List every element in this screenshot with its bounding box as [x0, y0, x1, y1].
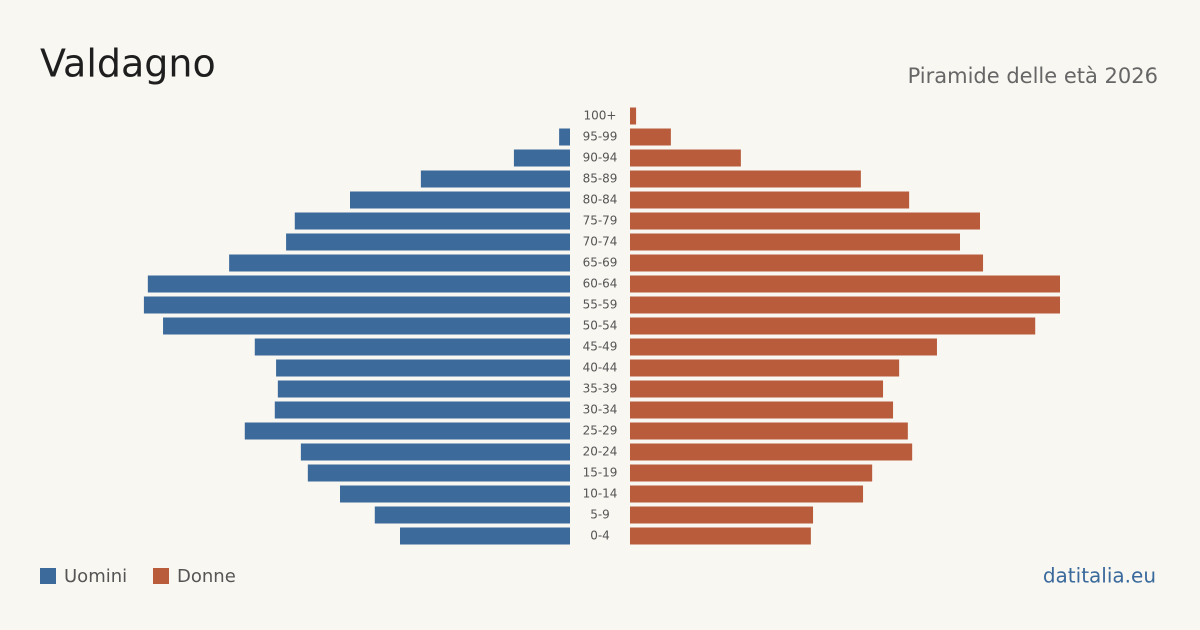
bar — [630, 296, 1060, 314]
legend-swatch — [153, 568, 169, 584]
age-label: 40-44 — [583, 361, 618, 375]
age-label: 55-59 — [583, 298, 618, 312]
age-label: 75-79 — [583, 214, 618, 228]
bar — [420, 170, 570, 188]
legend-label: Uomini — [64, 566, 127, 587]
legend-swatch — [40, 568, 56, 584]
age-label: 25-29 — [583, 424, 618, 438]
bar — [274, 401, 570, 419]
age-label: 60-64 — [583, 277, 618, 291]
age-label: 5-9 — [590, 508, 610, 522]
bar — [630, 212, 980, 230]
bar — [630, 317, 1036, 335]
bar — [630, 191, 910, 209]
age-label: 10-14 — [583, 487, 618, 501]
bar — [513, 149, 570, 167]
bar — [286, 233, 570, 251]
bar — [147, 275, 570, 293]
chart-subtitle: Piramide delle età 2026 — [908, 64, 1158, 88]
bar — [277, 380, 570, 398]
bar — [374, 506, 570, 524]
bar — [294, 212, 570, 230]
age-label: 50-54 — [583, 319, 618, 333]
age-label: 0-4 — [590, 529, 610, 543]
age-label: 85-89 — [583, 172, 618, 186]
age-label: 90-94 — [583, 151, 618, 165]
bar — [163, 317, 571, 335]
age-label: 95-99 — [583, 130, 618, 144]
bar — [630, 527, 811, 545]
bar — [630, 233, 960, 251]
bar — [630, 380, 884, 398]
bar — [630, 128, 671, 146]
bar — [630, 359, 900, 377]
bar — [630, 275, 1060, 293]
age-label: 30-34 — [583, 403, 618, 417]
bar — [300, 443, 570, 461]
age-label: 15-19 — [583, 466, 618, 480]
bar — [630, 464, 873, 482]
age-label: 35-39 — [583, 382, 618, 396]
age-label: 65-69 — [583, 256, 618, 270]
bar — [630, 401, 894, 419]
bar — [630, 338, 937, 356]
bar — [630, 149, 741, 167]
bar — [630, 506, 814, 524]
bar — [350, 191, 570, 209]
bar — [559, 128, 570, 146]
bar — [630, 443, 913, 461]
age-label: 45-49 — [583, 340, 618, 354]
age-label: 70-74 — [583, 235, 618, 249]
legend-label: Donne — [177, 566, 236, 587]
age-label: 100+ — [584, 109, 617, 123]
bar — [244, 422, 571, 440]
bar — [254, 338, 571, 356]
bar — [307, 464, 570, 482]
age-label: 80-84 — [583, 193, 618, 207]
source: datitalia.eu — [1043, 564, 1156, 588]
chart-title: Valdagno — [40, 42, 216, 86]
bar — [143, 296, 571, 314]
bar — [630, 485, 864, 503]
bar — [400, 527, 570, 545]
bar — [630, 422, 908, 440]
bar — [229, 254, 570, 272]
bar — [340, 485, 570, 503]
bar — [630, 107, 637, 125]
age-label: 20-24 — [583, 445, 618, 459]
bar — [276, 359, 570, 377]
bar — [630, 170, 861, 188]
bar — [630, 254, 984, 272]
